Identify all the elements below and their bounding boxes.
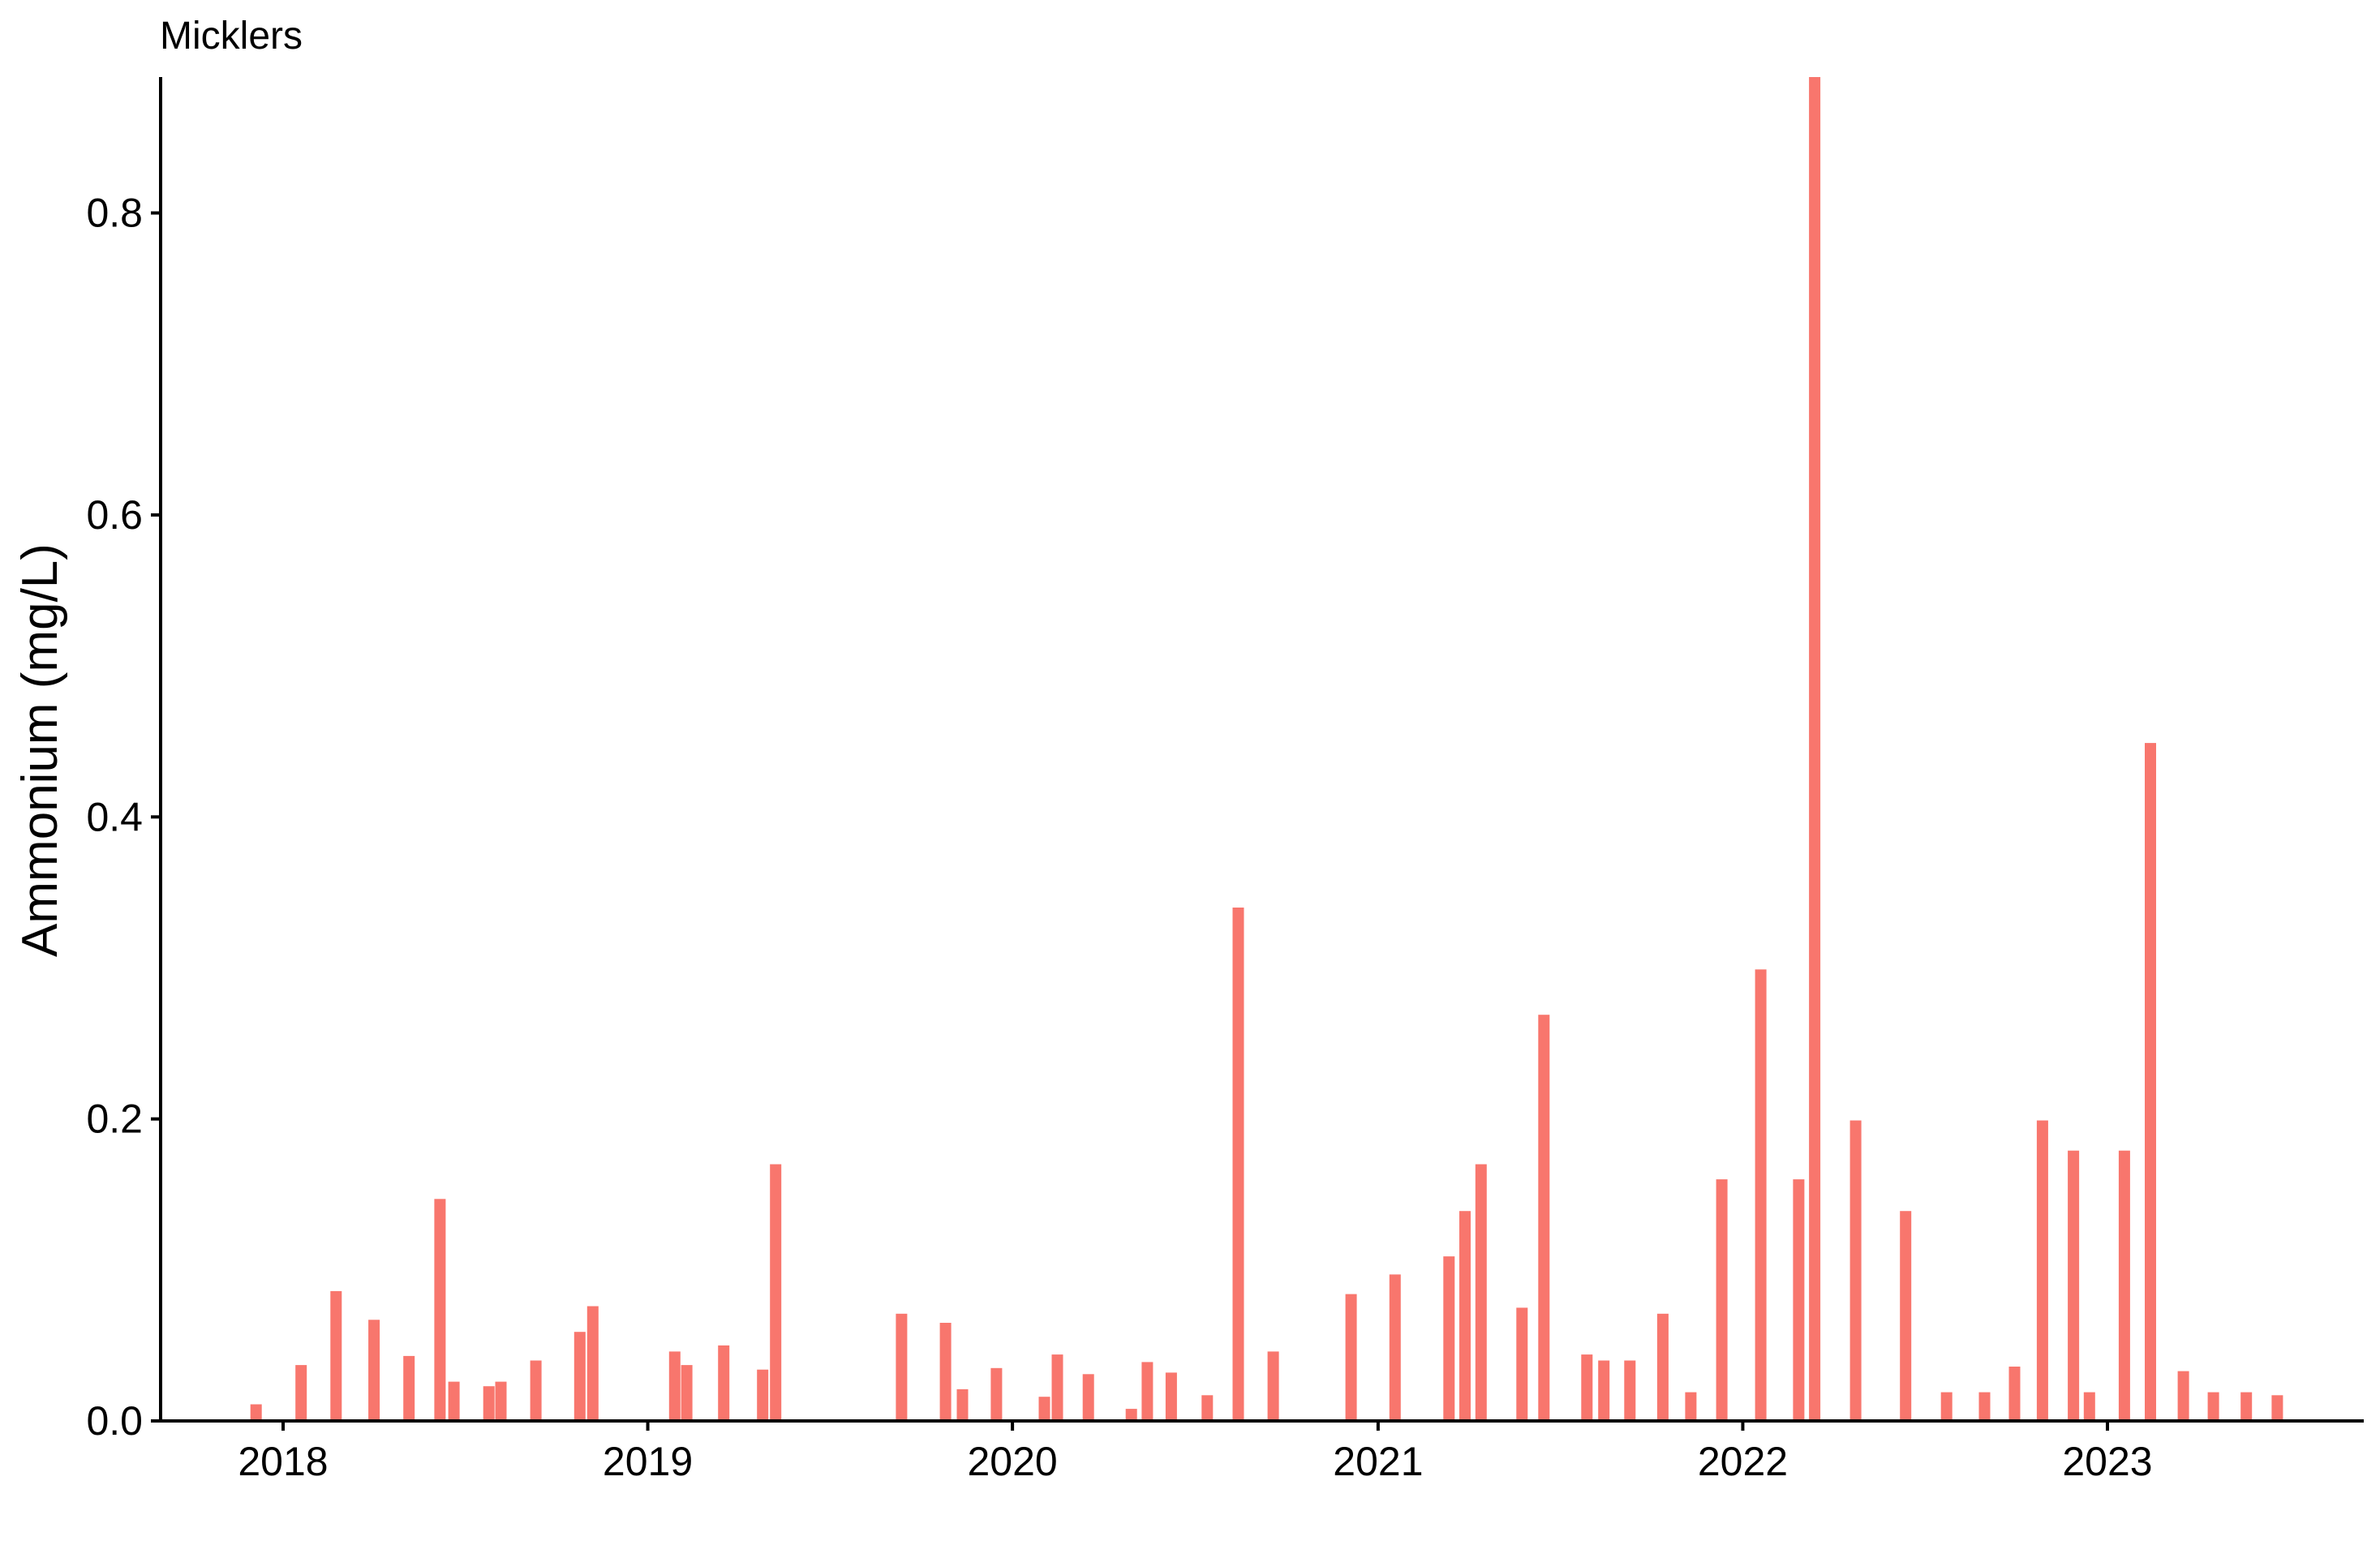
bar — [1624, 1360, 1636, 1421]
y-tick-label: 0.8 — [86, 191, 143, 236]
bar — [1978, 1392, 1991, 1421]
bar — [2145, 743, 2156, 1421]
y-tick-label: 0.6 — [86, 492, 143, 538]
bar — [2240, 1392, 2253, 1421]
bar — [2036, 1120, 2048, 1421]
bar — [1038, 1397, 1050, 1421]
bar — [1755, 969, 1767, 1421]
x-tick-label: 2020 — [967, 1439, 1057, 1484]
bar — [1656, 1313, 1669, 1421]
bar — [770, 1164, 782, 1421]
x-tick-label: 2018 — [238, 1439, 328, 1484]
bar — [2177, 1371, 2189, 1421]
bar — [403, 1355, 415, 1421]
bar — [1809, 77, 1821, 1421]
y-tick-label: 0.4 — [86, 794, 143, 839]
bar — [1345, 1294, 1357, 1421]
bar — [1598, 1360, 1610, 1421]
bar — [1849, 1120, 1862, 1421]
x-ticks-group: 2018 2019 2020 2021 2022 2023 — [238, 1421, 2153, 1484]
bar — [1716, 1179, 1728, 1421]
bar — [1443, 1256, 1455, 1421]
bar — [495, 1381, 507, 1421]
bar — [368, 1320, 380, 1421]
bar — [1475, 1164, 1487, 1421]
bar — [1900, 1211, 1912, 1421]
bar — [1201, 1395, 1214, 1421]
bar — [1940, 1392, 1953, 1421]
bar — [1516, 1307, 1528, 1421]
bar — [2207, 1392, 2219, 1421]
bar — [586, 1306, 599, 1421]
bar — [1051, 1354, 1063, 1421]
bar — [1459, 1211, 1471, 1421]
y-ticks-group: 0.0 0.2 0.4 0.6 0.8 — [86, 191, 161, 1444]
bar — [956, 1388, 969, 1421]
bar — [1581, 1354, 1593, 1421]
x-tick-label: 2019 — [603, 1439, 693, 1484]
bar — [939, 1323, 952, 1421]
bar — [718, 1345, 730, 1421]
bar — [574, 1332, 586, 1421]
y-tick-label: 0.0 — [86, 1398, 143, 1444]
bar — [1232, 908, 1244, 1421]
bar — [295, 1365, 307, 1421]
y-tick-label: 0.2 — [86, 1097, 143, 1142]
bar — [1793, 1179, 1805, 1421]
x-tick-label: 2022 — [1698, 1439, 1788, 1484]
bar — [250, 1404, 262, 1421]
y-axis-title: Ammonium (mg/L) — [12, 543, 68, 957]
bar — [448, 1381, 460, 1421]
bar — [1082, 1374, 1094, 1421]
bar — [1685, 1392, 1697, 1421]
bar — [2118, 1150, 2130, 1421]
bar — [1389, 1274, 1401, 1421]
bar — [681, 1365, 693, 1421]
bar — [757, 1369, 769, 1421]
x-tick-label: 2021 — [1333, 1439, 1423, 1484]
bar — [1538, 1015, 1550, 1421]
bar — [1141, 1362, 1153, 1421]
bar — [2083, 1392, 2095, 1421]
bar — [2068, 1150, 2080, 1421]
bar — [1165, 1372, 1177, 1421]
x-tick-label: 2023 — [2062, 1439, 2152, 1484]
bars-group — [250, 77, 2283, 1421]
bar — [1125, 1409, 1137, 1421]
bar — [990, 1367, 1003, 1421]
bar — [434, 1199, 446, 1421]
bar — [896, 1313, 908, 1421]
bar — [2271, 1395, 2283, 1421]
bar — [483, 1386, 495, 1421]
chart-title: Micklers — [160, 15, 303, 58]
bar — [530, 1360, 542, 1421]
bar — [668, 1351, 681, 1421]
bar — [330, 1290, 342, 1421]
bar — [1267, 1351, 1279, 1421]
bar — [2008, 1367, 2021, 1421]
